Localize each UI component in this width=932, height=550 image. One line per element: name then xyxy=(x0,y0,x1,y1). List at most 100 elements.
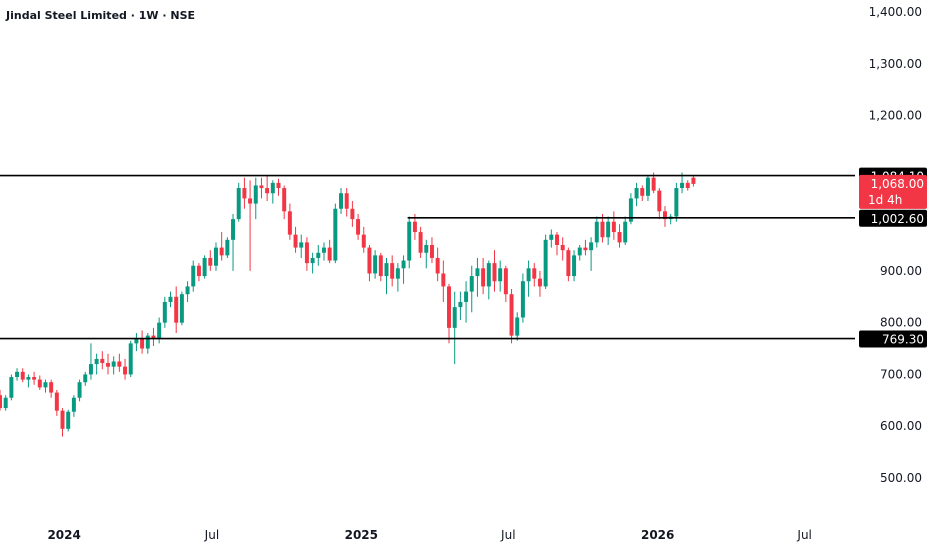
candle-body xyxy=(344,193,349,209)
candle-body xyxy=(225,239,230,256)
candle-body xyxy=(265,188,270,194)
candle-body xyxy=(179,294,184,323)
candle-body xyxy=(66,411,71,429)
candle-body xyxy=(185,286,190,295)
candle-body xyxy=(157,322,162,339)
candle-body xyxy=(9,377,14,398)
last-price-label-bg xyxy=(859,174,927,209)
y-tick-label: 500.00 xyxy=(880,471,922,485)
candle-body xyxy=(134,338,139,344)
candle-body xyxy=(651,177,656,191)
candle-body xyxy=(168,296,173,302)
candle-body xyxy=(401,260,406,269)
candle-body xyxy=(458,301,463,308)
candle-body xyxy=(412,221,417,233)
candle-body xyxy=(54,392,59,411)
candle-body xyxy=(395,268,400,279)
candle-body xyxy=(606,221,611,238)
candle-body xyxy=(680,182,685,189)
candle-body xyxy=(111,361,116,367)
candle-body xyxy=(634,188,639,199)
candle-body xyxy=(378,255,383,277)
y-tick-label: 700.00 xyxy=(880,367,922,381)
candle-body xyxy=(293,234,298,248)
candle-body xyxy=(242,188,247,199)
candle-body xyxy=(560,245,565,251)
candle-body xyxy=(515,317,520,336)
candle-body xyxy=(145,335,150,349)
candle-body xyxy=(691,177,696,184)
candle-body xyxy=(509,294,514,336)
candle-body xyxy=(316,252,321,258)
candle-body xyxy=(32,377,37,380)
candle-body xyxy=(236,188,241,220)
candle-body xyxy=(3,397,8,409)
x-tick-label: Jul xyxy=(204,528,219,542)
candle-body xyxy=(15,371,20,378)
candle-body xyxy=(469,276,474,292)
candle-body xyxy=(77,382,82,398)
candle-body xyxy=(350,208,355,220)
candle-body xyxy=(373,255,378,274)
candle-body xyxy=(299,242,304,248)
candle-body xyxy=(282,188,287,212)
candle-body xyxy=(276,182,281,189)
candle-body xyxy=(657,190,662,212)
candle-body xyxy=(481,268,486,287)
candle-body xyxy=(492,263,497,282)
candle-body xyxy=(117,361,122,367)
candle-body xyxy=(287,211,292,235)
candle-body xyxy=(174,296,179,323)
candle-body xyxy=(663,211,667,220)
candle-body xyxy=(520,281,525,318)
price-label-bg xyxy=(859,330,927,348)
candle-body xyxy=(532,268,537,279)
candle-body xyxy=(140,338,145,349)
candle-body xyxy=(503,268,508,295)
y-tick-label: 1,200.00 xyxy=(869,109,922,123)
candle-body xyxy=(259,185,264,189)
candle-body xyxy=(674,188,679,217)
candle-body xyxy=(339,193,344,209)
candle-body xyxy=(685,182,690,189)
candle-body xyxy=(498,268,503,282)
candle-body xyxy=(37,379,42,388)
candle-body xyxy=(191,265,196,287)
candle-body xyxy=(594,221,599,243)
y-tick-label: 1,400.00 xyxy=(869,5,922,19)
countdown-label: 1d 4h xyxy=(868,193,902,207)
candle-body xyxy=(418,232,423,253)
candle-body xyxy=(83,374,88,383)
candle-body xyxy=(20,371,25,380)
candle-body xyxy=(486,263,491,287)
candle-body xyxy=(88,364,93,375)
candle-body xyxy=(106,363,110,367)
candle-body xyxy=(71,397,76,412)
candle-body xyxy=(464,291,469,302)
candle-body xyxy=(577,247,582,256)
x-tick-label: Jul xyxy=(796,528,811,542)
candle-body xyxy=(248,198,253,204)
candle-body xyxy=(213,247,218,266)
candle-body xyxy=(475,268,480,277)
x-tick-label: 2026 xyxy=(641,528,674,542)
candle-body xyxy=(60,410,65,429)
candle-body xyxy=(0,395,2,409)
candle-body xyxy=(566,250,571,277)
candle-body xyxy=(555,234,559,245)
candle-body xyxy=(441,273,446,287)
candle-body xyxy=(94,358,99,365)
candle-body xyxy=(26,377,31,380)
candle-body xyxy=(231,219,236,240)
candle-body xyxy=(151,335,156,339)
candle-body xyxy=(208,257,213,266)
candle-body xyxy=(549,234,554,240)
candle-body xyxy=(645,177,650,196)
candle-body xyxy=(447,286,452,328)
price-label: 769.30 xyxy=(882,333,924,347)
candle-body xyxy=(600,221,605,238)
y-tick-label: 800.00 xyxy=(880,316,922,330)
candle-body xyxy=(270,182,275,194)
candle-body xyxy=(407,221,412,261)
